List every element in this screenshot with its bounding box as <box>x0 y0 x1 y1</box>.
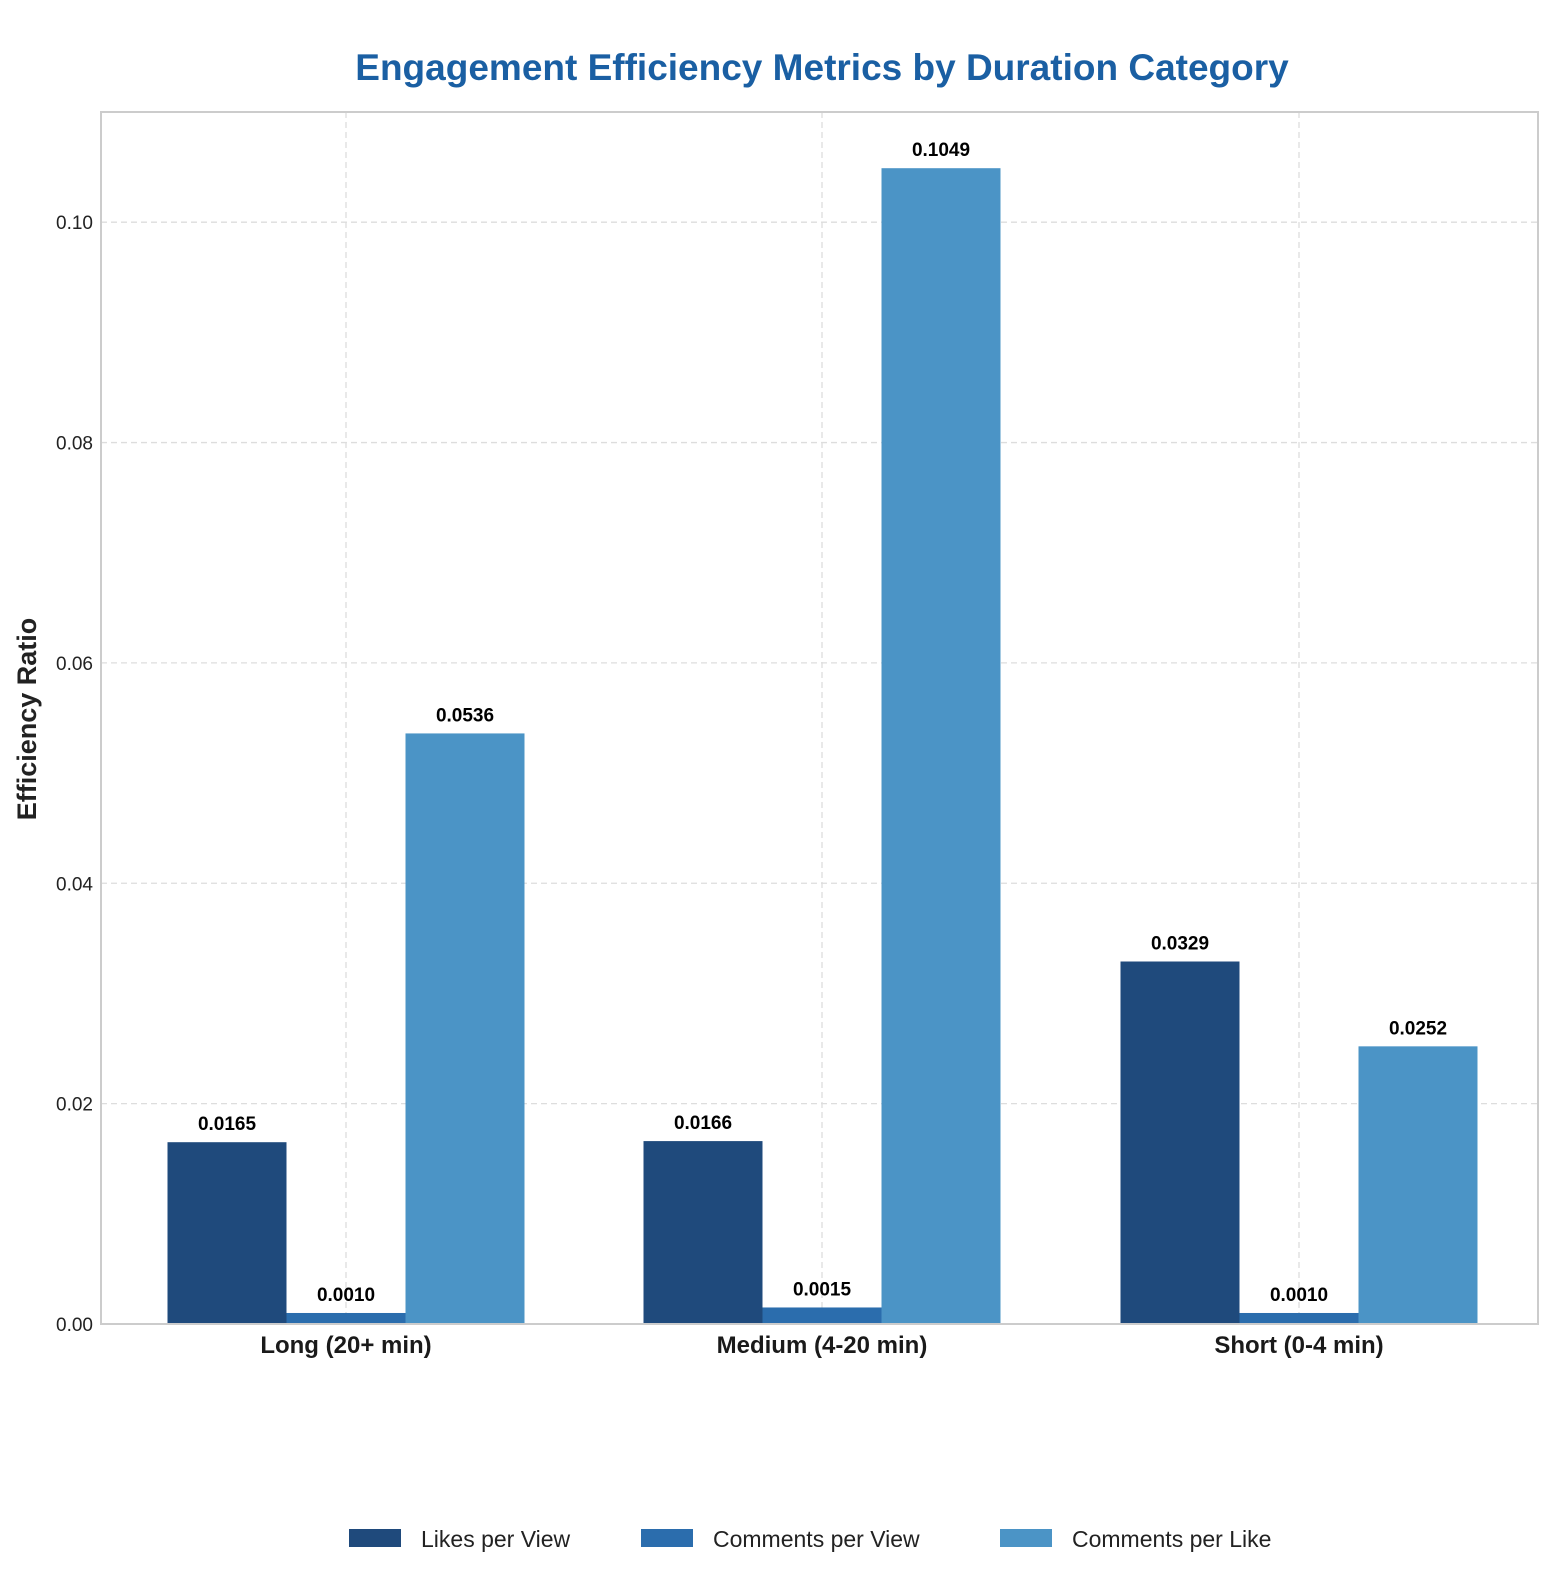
legend-item-comments-per-like[interactable]: Comments per Like <box>1000 1526 1271 1552</box>
bar-likes-per-view <box>1120 961 1240 1324</box>
bar-value-label: 0.0165 <box>198 1114 257 1135</box>
legend-swatch <box>1000 1529 1052 1547</box>
bar-comments-per-like <box>405 733 525 1324</box>
x-tick-label: Short (0-4 min) <box>1214 1332 1383 1359</box>
y-tick-label: 0.06 <box>56 654 93 675</box>
bar-comments-per-view <box>286 1312 406 1324</box>
bar-comments-per-view <box>762 1307 882 1324</box>
y-axis: 0.00 0.02 0.04 0.06 0.08 0.10 <box>56 213 93 1336</box>
bar-value-label: 0.0015 <box>793 1279 852 1300</box>
y-tick-label: 0.10 <box>56 213 93 234</box>
legend-item-likes-per-view[interactable]: Likes per View <box>349 1526 571 1552</box>
y-axis-title: Efficiency Ratio <box>12 618 42 821</box>
legend-label: Comments per Like <box>1072 1526 1271 1552</box>
plot-frame <box>100 111 1539 1325</box>
y-tick-label: 0.08 <box>56 434 93 455</box>
bar-value-label: 0.1049 <box>912 140 970 161</box>
x-tick-label: Medium (4-20 min) <box>717 1332 928 1359</box>
bar-comments-per-like <box>881 168 1001 1324</box>
bar-likes-per-view <box>643 1141 763 1324</box>
grid-layer <box>101 112 1538 1324</box>
y-tick-label: 0.04 <box>56 874 93 895</box>
y-tick-label: 0.02 <box>56 1095 93 1116</box>
bar-comments-per-like <box>1358 1046 1478 1324</box>
legend-item-comments-per-view[interactable]: Comments per View <box>641 1526 920 1552</box>
chart-title: Engagement Efficiency Metrics by Duratio… <box>355 47 1289 88</box>
x-axis: Long (20+ min) Medium (4-20 min) Short (0-… <box>260 1332 1383 1359</box>
bar-value-label: 0.0010 <box>317 1285 375 1306</box>
value-labels-layer: 0.0165 0.0166 0.0329 0.0010 0.0015 0.0010 0.05… <box>198 140 1447 1306</box>
x-tick-label: Long (20+ min) <box>260 1332 431 1359</box>
bar-value-label: 0.0329 <box>1151 934 1209 955</box>
bar-comments-per-view <box>1239 1312 1359 1324</box>
legend-label: Comments per View <box>713 1526 920 1552</box>
legend[interactable]: Likes per View Comments per View Comments … <box>349 1526 1271 1552</box>
legend-swatch <box>641 1529 693 1547</box>
bar-value-label: 0.0252 <box>1389 1018 1447 1039</box>
y-tick-label: 0.00 <box>56 1315 93 1336</box>
bar-value-label: 0.0536 <box>436 705 494 726</box>
legend-swatch <box>349 1529 401 1547</box>
bar-value-label: 0.0166 <box>674 1113 732 1134</box>
bars-layer <box>167 168 1478 1324</box>
bar-value-label: 0.0010 <box>1270 1285 1328 1306</box>
bar-likes-per-view <box>167 1142 287 1324</box>
legend-label: Likes per View <box>421 1526 571 1552</box>
